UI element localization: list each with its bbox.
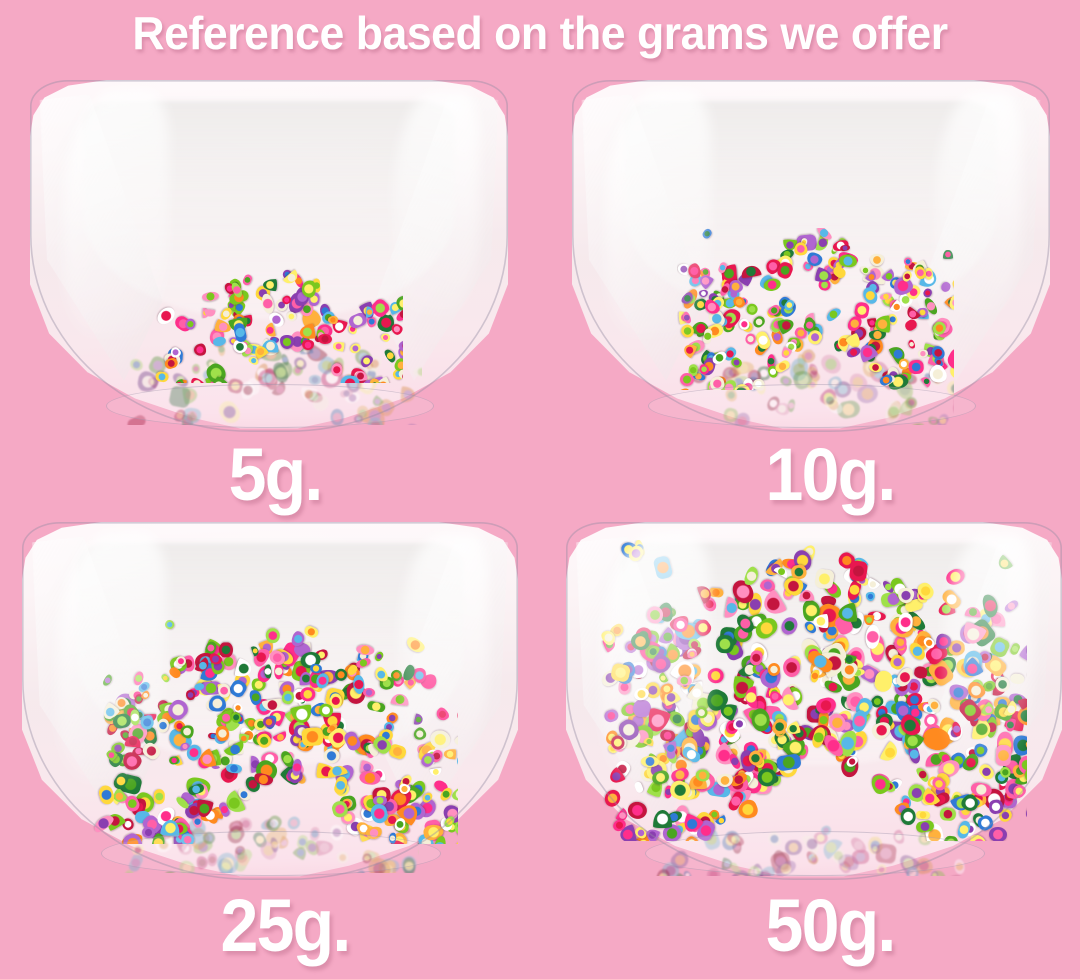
bowl-5g — [30, 80, 508, 432]
bowl-highlight-left — [605, 90, 711, 337]
sprinkle-piece — [988, 826, 1009, 841]
sprinkle-piece — [122, 869, 135, 873]
sprinkle-piece — [455, 838, 459, 845]
bowl-25g — [22, 522, 518, 880]
weight-label-5g: 5g. — [228, 433, 324, 516]
sprinkle-piece — [948, 873, 964, 877]
sprinkle-piece — [930, 871, 946, 877]
weight-label-10g: 10g. — [765, 433, 897, 516]
sprinkle-piece — [931, 870, 939, 877]
bowl-highlight-left — [600, 532, 710, 784]
bowl-base — [101, 831, 441, 877]
weight-label-50g: 50g. — [765, 884, 897, 967]
page-title: Reference based on the grams we offer — [132, 7, 948, 59]
bowl-10g — [572, 80, 1050, 432]
bowl-base — [645, 831, 985, 877]
sprinkle-piece — [454, 823, 459, 839]
bowl-highlight-right — [942, 532, 1033, 762]
bowl-50g — [566, 522, 1062, 880]
sprinkle-piece — [622, 839, 645, 841]
sprinkle-piece — [633, 833, 655, 841]
bowl-base — [648, 384, 976, 429]
sprinkle-piece — [618, 824, 638, 841]
sprinkle-piece — [404, 420, 422, 425]
bowl-highlight-left — [63, 90, 169, 337]
sprinkle-piece — [610, 817, 628, 834]
sprinkle-piece — [655, 867, 672, 877]
bowl-highlight-right — [935, 90, 1022, 316]
sprinkle-piece — [673, 871, 691, 877]
sprinkle-piece — [682, 869, 693, 877]
bowl-highlight-right — [398, 532, 489, 762]
bowl-highlight-left — [56, 532, 166, 784]
sprinkle-piece — [432, 835, 447, 845]
weight-label-25g: 25g. — [220, 884, 352, 967]
bowl-base — [106, 384, 434, 429]
bowl-highlight-right — [393, 90, 480, 316]
sprinkle-piece — [1025, 805, 1028, 821]
